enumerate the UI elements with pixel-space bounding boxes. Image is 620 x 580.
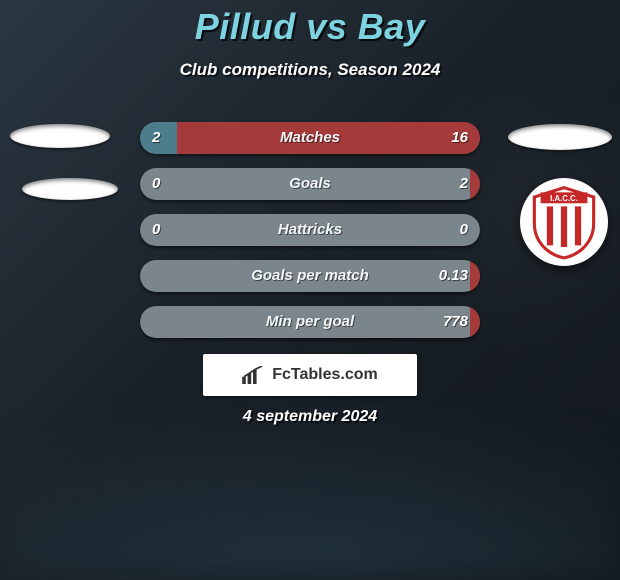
- stat-label: Goals per match: [140, 260, 480, 292]
- date-label: 4 september 2024: [0, 408, 620, 426]
- stats-list: 2Matches160Goals20Hattricks0Goals per ma…: [140, 122, 480, 352]
- stat-value-right: 778: [443, 306, 468, 338]
- stat-row: Min per goal778: [140, 306, 480, 338]
- avatar-placeholder-right: [508, 124, 612, 150]
- stat-label: Hattricks: [140, 214, 480, 246]
- stat-value-right: 16: [451, 122, 468, 154]
- avatar-placeholder-left-top: [10, 124, 110, 148]
- stat-row: Goals per match0.13: [140, 260, 480, 292]
- avatar-placeholder-left-bottom: [22, 178, 118, 200]
- brand-badge[interactable]: FcTables.com: [203, 354, 417, 396]
- stat-value-right: 0.13: [439, 260, 468, 292]
- page-subtitle: Club competitions, Season 2024: [0, 60, 620, 80]
- stat-row: 0Goals2: [140, 168, 480, 200]
- stat-row: 2Matches16: [140, 122, 480, 154]
- brand-label: FcTables.com: [272, 366, 378, 384]
- stat-label: Min per goal: [140, 306, 480, 338]
- chart-icon: [242, 366, 264, 384]
- stat-value-right: 2: [460, 168, 468, 200]
- stat-label: Matches: [140, 122, 480, 154]
- stat-row: 0Hattricks0: [140, 214, 480, 246]
- shield-icon: I.A.C.C.: [525, 183, 603, 261]
- club-logo-right: I.A.C.C.: [520, 178, 608, 266]
- svg-text:I.A.C.C.: I.A.C.C.: [550, 194, 578, 203]
- stat-value-right: 0: [460, 214, 468, 246]
- page-title: Pillud vs Bay: [0, 6, 620, 48]
- stat-label: Goals: [140, 168, 480, 200]
